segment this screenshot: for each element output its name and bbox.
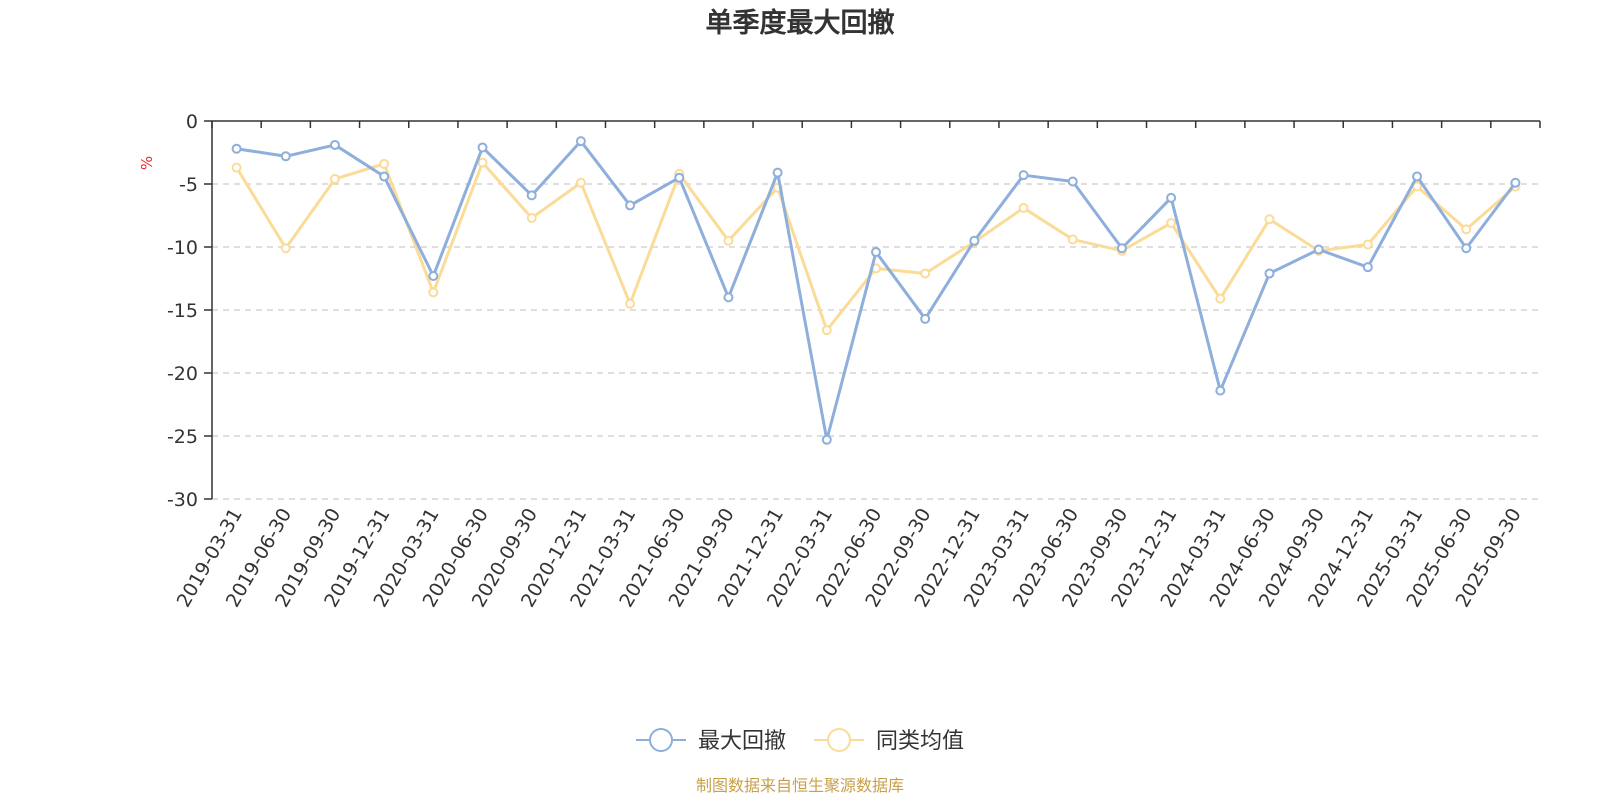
data-point[interactable] xyxy=(871,247,881,258)
data-point[interactable] xyxy=(231,143,242,154)
x-axis-ticks: 2019-03-312019-06-302019-09-302019-12-31… xyxy=(173,505,1526,612)
data-point[interactable] xyxy=(1215,385,1226,396)
y-tick-label: -5 xyxy=(179,174,198,196)
data-point[interactable] xyxy=(920,268,931,279)
y-tick-label: -15 xyxy=(167,300,198,322)
axes xyxy=(204,120,1541,500)
data-point[interactable] xyxy=(1362,239,1373,250)
legend-item[interactable]: 最大回撤 xyxy=(636,728,786,754)
data-point[interactable] xyxy=(231,162,242,173)
data-point[interactable] xyxy=(575,177,586,188)
data-point[interactable] xyxy=(1018,202,1029,213)
data-point[interactable] xyxy=(329,139,340,150)
series-line xyxy=(236,139,1517,442)
data-point[interactable] xyxy=(920,313,931,324)
data-point[interactable] xyxy=(1362,262,1373,273)
data-point[interactable] xyxy=(477,142,488,153)
data-point[interactable] xyxy=(329,173,340,184)
data-point[interactable] xyxy=(1313,244,1324,255)
y-tick-label: -30 xyxy=(167,489,198,511)
data-point[interactable] xyxy=(1116,243,1127,254)
data-point[interactable] xyxy=(1461,243,1472,254)
data-point[interactable] xyxy=(1166,218,1177,229)
series-2 xyxy=(231,157,1521,336)
data-point[interactable] xyxy=(1067,234,1078,245)
data-point[interactable] xyxy=(526,213,537,224)
data-point[interactable] xyxy=(1412,171,1423,182)
legend: 最大回撤 同类均值 xyxy=(636,728,964,754)
legend-swatch-marker xyxy=(649,728,673,752)
data-point[interactable] xyxy=(379,158,390,169)
data-point[interactable] xyxy=(969,235,980,246)
data-point[interactable] xyxy=(477,157,488,168)
data-point[interactable] xyxy=(428,287,439,298)
data-point[interactable] xyxy=(1264,214,1275,225)
y-tick-label: -10 xyxy=(167,237,198,259)
data-point[interactable] xyxy=(428,270,439,281)
data-point[interactable] xyxy=(280,243,291,254)
data-point[interactable] xyxy=(1510,177,1521,188)
source-note: 制图数据来自恒生聚源数据库 xyxy=(696,776,904,795)
data-point[interactable] xyxy=(1461,224,1472,235)
y-tick-label: -25 xyxy=(167,426,198,448)
y-axis-ticks: 0 -5 -10 -15 -20 -25 -30 xyxy=(167,111,198,511)
data-point[interactable] xyxy=(772,167,783,178)
legend-label: 同类均值 xyxy=(876,729,964,754)
data-point[interactable] xyxy=(526,190,537,201)
legend-label: 最大回撤 xyxy=(698,729,786,754)
legend-item[interactable]: 同类均值 xyxy=(814,728,964,754)
data-point[interactable] xyxy=(280,151,291,162)
y-tick-label: 0 xyxy=(186,111,198,133)
data-point[interactable] xyxy=(821,325,832,336)
data-point[interactable] xyxy=(379,171,390,182)
data-point[interactable] xyxy=(723,235,734,246)
chart-title: 单季度最大回撤 xyxy=(706,7,895,39)
data-point[interactable] xyxy=(1067,176,1078,187)
series-line xyxy=(235,161,1517,332)
data-point[interactable] xyxy=(1166,192,1177,203)
legend-swatch-marker xyxy=(827,728,851,752)
grid-lines xyxy=(212,183,1540,500)
data-point[interactable] xyxy=(575,136,586,147)
series-layer xyxy=(231,136,1521,445)
data-point[interactable] xyxy=(625,200,636,211)
data-point[interactable] xyxy=(674,172,685,183)
data-point[interactable] xyxy=(1264,268,1275,279)
data-point[interactable] xyxy=(1018,170,1029,181)
series-1 xyxy=(231,136,1521,445)
data-point[interactable] xyxy=(1215,293,1226,304)
y-tick-label: -20 xyxy=(167,363,198,385)
data-point[interactable] xyxy=(625,298,636,309)
y-axis-unit: % xyxy=(138,156,156,170)
data-point[interactable] xyxy=(723,292,734,303)
data-point[interactable] xyxy=(821,434,832,445)
